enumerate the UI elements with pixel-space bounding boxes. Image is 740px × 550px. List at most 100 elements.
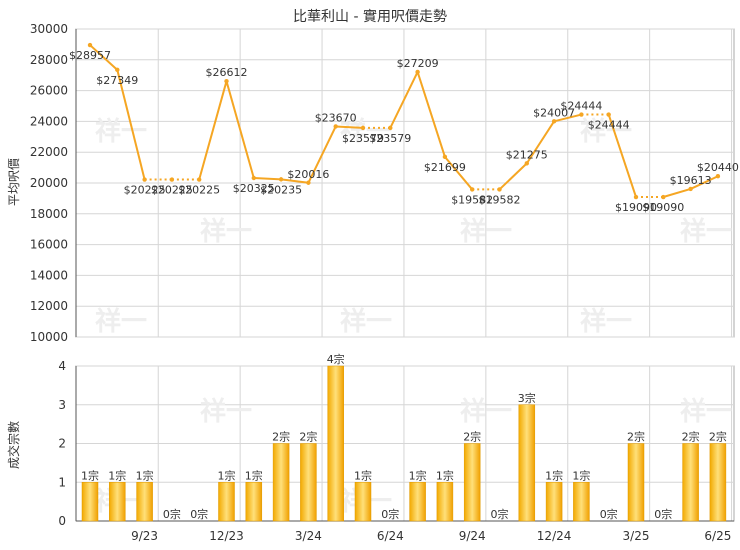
price-data-label: $27349 bbox=[96, 74, 138, 87]
count-data-label: 4宗 bbox=[327, 352, 345, 366]
price-tick-label: 22000 bbox=[30, 145, 68, 159]
count-bar bbox=[109, 482, 126, 522]
count-bar bbox=[354, 482, 372, 522]
price-line-segment bbox=[280, 178, 309, 184]
count-data-label: 1宗 bbox=[108, 468, 126, 482]
count-bar bbox=[409, 482, 426, 522]
price-line-segment bbox=[690, 175, 719, 190]
count-data-label: 0宗 bbox=[163, 507, 181, 521]
price-point bbox=[388, 125, 393, 131]
price-data-label: $23579 bbox=[342, 132, 384, 145]
price-tick-label: 26000 bbox=[30, 84, 68, 98]
count-tick-label: 4 bbox=[58, 359, 66, 373]
count-data-label: 2宗 bbox=[272, 430, 290, 444]
count-data-label: 2宗 bbox=[463, 430, 481, 444]
count-bar bbox=[81, 482, 99, 522]
count-data-label: 0宗 bbox=[491, 507, 509, 521]
price-data-label: $26612 bbox=[206, 66, 248, 79]
price-line-segment bbox=[225, 80, 255, 179]
count-bar bbox=[709, 443, 727, 522]
price-line-segment bbox=[663, 188, 691, 198]
price-data-label: $21275 bbox=[506, 148, 548, 161]
watermark: 祥一 bbox=[95, 117, 147, 147]
price-line-segment bbox=[253, 176, 282, 181]
price-point bbox=[606, 112, 611, 117]
price-line-segment bbox=[198, 80, 228, 180]
watermark: 祥一 bbox=[200, 397, 252, 427]
count-data-label: 2宗 bbox=[709, 430, 727, 444]
count-bar bbox=[545, 482, 563, 522]
price-tick-label: 12000 bbox=[30, 299, 68, 313]
watermark: 祥一 bbox=[200, 217, 252, 247]
price-data-label: $21699 bbox=[424, 161, 466, 174]
line-layer bbox=[87, 42, 721, 200]
count-bar bbox=[272, 443, 290, 522]
count-data-label: 2宗 bbox=[682, 430, 700, 444]
price-point bbox=[278, 177, 284, 182]
count-data-label: 1宗 bbox=[545, 468, 563, 482]
count-data-label: 1宗 bbox=[354, 468, 372, 482]
price-point bbox=[551, 119, 557, 124]
price-line-segment bbox=[416, 71, 446, 158]
price-point bbox=[715, 174, 721, 179]
count-data-label: 1宗 bbox=[436, 468, 454, 482]
price-data-label: $20440 bbox=[697, 161, 739, 174]
price-data-label: $20235 bbox=[260, 183, 302, 196]
price-data-label: $19582 bbox=[479, 193, 521, 206]
price-line-segment bbox=[116, 69, 146, 180]
axis-layer: 10000 12000 14000 16000 18000 20000 22000 24000… bbox=[30, 22, 734, 543]
watermark: 祥一 bbox=[580, 117, 632, 147]
count-bar bbox=[682, 443, 699, 522]
price-line-segment bbox=[335, 125, 364, 129]
watermark: 祥一 bbox=[680, 217, 732, 247]
price-point bbox=[688, 186, 693, 192]
price-data-label: $23579 bbox=[369, 132, 411, 145]
price-tick-label: 24000 bbox=[30, 114, 68, 128]
price-data-label: $20016 bbox=[287, 168, 329, 181]
x-tick-label: 9/23 bbox=[131, 529, 158, 543]
price-point bbox=[415, 69, 420, 75]
price-line-segment bbox=[553, 113, 582, 123]
x-tick-label: 9/24 bbox=[459, 529, 486, 543]
x-tick-label: 6/24 bbox=[377, 529, 404, 543]
price-point bbox=[442, 154, 448, 160]
watermark: 祥一 bbox=[680, 397, 732, 427]
price-line-segment bbox=[498, 162, 528, 191]
watermark: 祥一 bbox=[95, 307, 147, 337]
price-point bbox=[579, 112, 584, 117]
price-data-label: $23670 bbox=[315, 111, 357, 124]
price-point bbox=[497, 187, 502, 192]
price-point bbox=[115, 67, 120, 73]
price-line-segment bbox=[307, 126, 337, 184]
count-data-label: 3宗 bbox=[518, 391, 536, 405]
watermark: 祥一 bbox=[460, 217, 512, 247]
count-data-label: 1宗 bbox=[245, 468, 263, 482]
price-data-label: $20325 bbox=[233, 182, 275, 195]
price-point bbox=[251, 175, 256, 181]
watermark: 祥一 bbox=[340, 117, 392, 147]
price-data-label: $24007 bbox=[533, 106, 575, 119]
price-tick-label: 14000 bbox=[30, 268, 68, 282]
price-data-label: $27209 bbox=[397, 57, 439, 70]
count-tick-label: 3 bbox=[58, 398, 66, 412]
price-axis-label: 平均呎價 bbox=[7, 158, 21, 206]
x-tick-label: 3/25 bbox=[623, 529, 650, 543]
price-tick-label: 30000 bbox=[30, 22, 68, 36]
count-data-label: 2宗 bbox=[299, 430, 317, 444]
label-layer: 1宗 1宗 1宗 0宗 0宗 1宗 1宗 2宗 2宗 4宗 1宗 0宗 1宗 1宗 2宗 0宗 3宗 1宗 1宗 0宗… bbox=[69, 49, 739, 521]
count-bar bbox=[627, 443, 645, 522]
price-line-segment bbox=[607, 114, 637, 198]
count-data-label: 1宗 bbox=[409, 468, 427, 482]
price-tick-label: 16000 bbox=[30, 238, 68, 252]
count-data-label: 0宗 bbox=[600, 507, 618, 521]
price-point bbox=[661, 194, 666, 200]
watermark: 祥一 bbox=[580, 307, 632, 337]
price-point bbox=[142, 177, 147, 182]
count-data-label: 1宗 bbox=[81, 468, 99, 482]
x-tick-label: 12/23 bbox=[209, 529, 244, 543]
price-point bbox=[224, 78, 229, 84]
price-tick-label: 28000 bbox=[30, 53, 68, 67]
price-data-label: $20225 bbox=[124, 184, 166, 197]
price-data-label: $20225 bbox=[151, 184, 193, 197]
